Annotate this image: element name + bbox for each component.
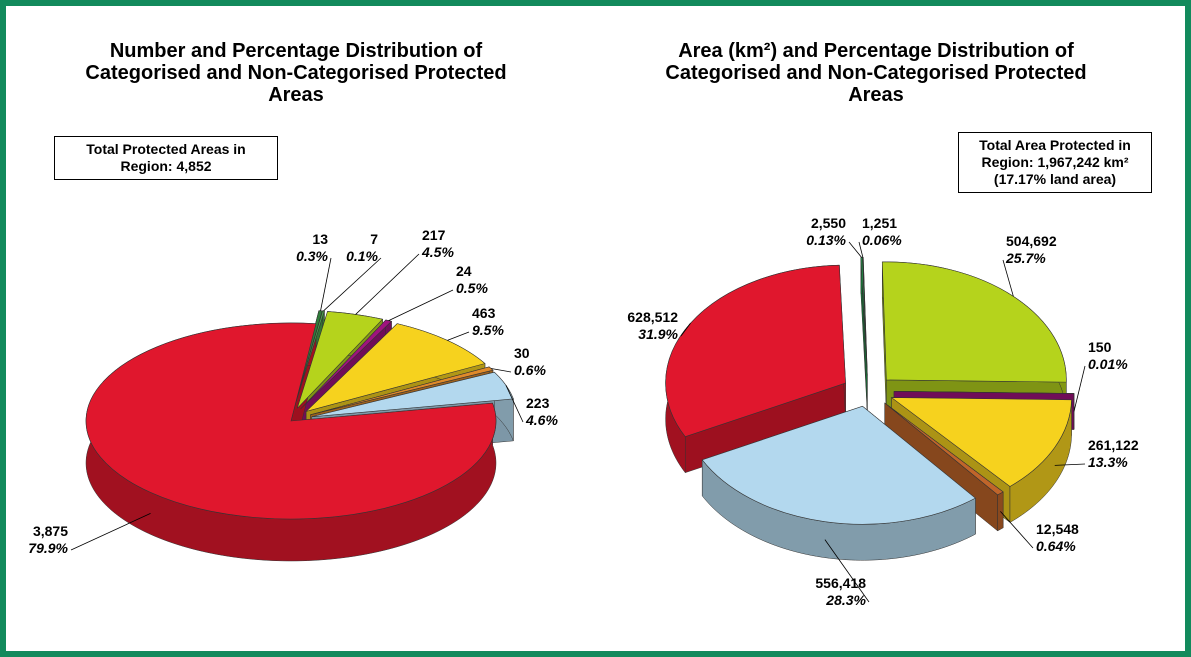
chart-title: Area (km²) and Percentage Distribution o… <box>665 40 1087 106</box>
leader-line <box>680 322 691 337</box>
value-label: 556,418 <box>815 575 866 591</box>
value-label: 3,875 <box>33 523 68 539</box>
percent-label: 0.01% <box>1088 356 1128 372</box>
slice <box>884 402 1004 496</box>
value-label: 1,251 <box>862 215 897 231</box>
value-label: 504,692 <box>1006 233 1057 249</box>
value-label: 13 <box>312 231 328 247</box>
slice <box>305 323 486 413</box>
percent-label: 4.6% <box>525 412 558 428</box>
percent-label: 25.7% <box>1005 250 1046 266</box>
slice <box>893 390 1075 394</box>
value-label: 7 <box>370 231 378 247</box>
leader-line <box>848 241 862 258</box>
slice <box>701 405 976 525</box>
leader-line <box>355 253 420 315</box>
slice <box>665 264 846 438</box>
percent-label: 79.9% <box>28 540 68 556</box>
leader-line <box>323 257 382 312</box>
percent-label: 9.5% <box>472 322 504 338</box>
percent-label: 0.6% <box>514 362 546 378</box>
chart-title: Number and Percentage Distribution of Ca… <box>85 40 507 106</box>
percent-label: 31.9% <box>638 326 678 342</box>
leader-line <box>1054 463 1086 466</box>
percent-label: 28.3% <box>825 592 866 608</box>
value-label: 217 <box>422 227 446 243</box>
percent-label: 0.5% <box>456 280 488 296</box>
value-label: 2,550 <box>811 215 846 231</box>
leader-line <box>491 368 512 373</box>
value-label: 30 <box>514 345 530 361</box>
value-label: 628,512 <box>627 309 678 325</box>
leader-line <box>70 513 151 551</box>
slice <box>890 397 1072 487</box>
slice <box>85 322 497 520</box>
leader-line <box>320 257 332 311</box>
annotation-box: Total Area Protected in Region: 1,967,24… <box>958 132 1152 193</box>
percent-label: 0.64% <box>1036 538 1076 554</box>
value-label: 150 <box>1088 339 1112 355</box>
slice <box>881 261 1067 383</box>
slice-side <box>997 491 1004 532</box>
leader-line <box>858 241 864 258</box>
leader-line <box>1002 259 1014 297</box>
percent-label: 0.13% <box>806 232 846 248</box>
value-label: 223 <box>526 395 550 411</box>
leader-line <box>388 289 454 321</box>
value-label: 463 <box>472 305 496 321</box>
slice <box>296 311 384 409</box>
percent-label: 13.3% <box>1088 454 1128 470</box>
percent-label: 0.3% <box>296 248 328 264</box>
percent-label: 0.06% <box>862 232 902 248</box>
percent-label: 4.5% <box>421 244 454 260</box>
annotation-box: Total Protected Areas in Region: 4,852 <box>54 136 278 180</box>
leader-line <box>1000 511 1034 549</box>
leader-line <box>505 385 524 423</box>
slice <box>310 366 494 416</box>
leader-line <box>447 331 470 341</box>
value-label: 261,122 <box>1088 437 1139 453</box>
slice <box>311 371 514 418</box>
value-label: 24 <box>456 263 472 279</box>
leader-line <box>1073 365 1086 412</box>
leader-line <box>824 539 870 603</box>
percent-label: 0.1% <box>346 248 378 264</box>
value-label: 12,548 <box>1036 521 1079 537</box>
